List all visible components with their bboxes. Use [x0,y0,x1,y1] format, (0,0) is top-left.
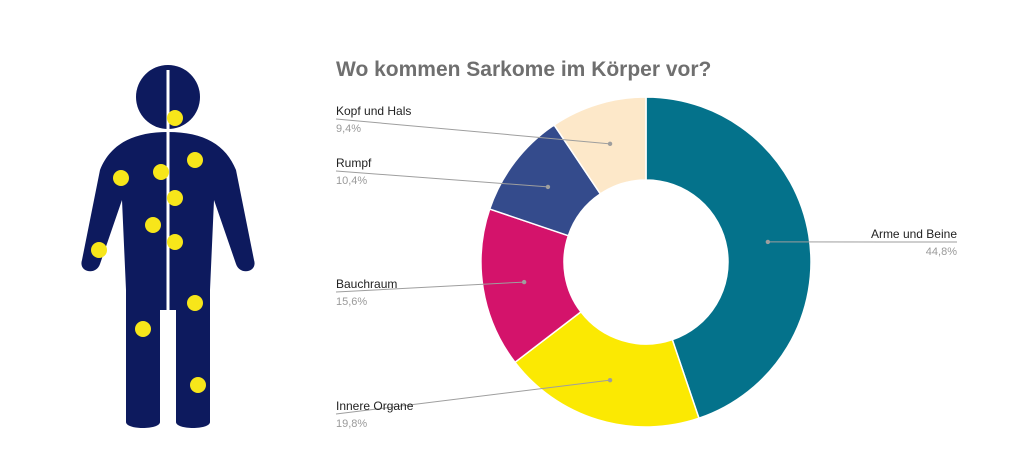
slice-bauchraum [480,208,582,364]
tumor-dot [167,190,183,206]
slice-value-arme-und-beine: 44,8% [926,246,957,258]
slice-value-kopf-und-hals: 9,4% [336,123,361,135]
slice-labels: Arme und Beine 44,8% Innere Organe 19,8% Bau… [336,104,957,430]
tumor-dot [167,234,183,250]
leader-dot-arme-und-beine [765,239,771,245]
slice-label-rumpf: Rumpf [336,156,372,170]
human-figure-illustration [81,65,255,430]
slice-label-bauchraum: Bauchraum [336,277,397,291]
slice-innere-organe [513,310,700,428]
leader-line-rumpf [335,170,548,188]
tumor-dot [91,242,107,258]
leader-line-kopf-und-hals [335,118,611,145]
leader-dot-rumpf [545,184,551,190]
tumor-dot [190,377,206,393]
label-leader-lines [335,118,958,415]
tumor-dot [153,164,169,180]
leader-line-bauchraum [335,281,525,293]
leader-dot-kopf-und-hals [607,141,613,147]
donut-slices [480,96,812,428]
slice-arme-und-beine [645,96,812,420]
tumor-dot [187,295,203,311]
slice-kopf-und-hals [553,96,647,195]
leader-dot-innere-organe [607,377,613,383]
slice-value-rumpf: 10,4% [336,175,367,187]
slice-label-kopf-und-hals: Kopf und Hals [336,104,411,118]
leader-line-innere-organe [335,379,611,415]
slice-value-bauchraum: 15,6% [336,296,367,308]
chart-title: Wo kommen Sarkome im Körper vor? [336,58,712,81]
leader-dot-bauchraum [521,279,527,285]
tumor-dot [135,321,151,337]
tumor-dot [187,152,203,168]
tumor-dot [113,170,129,186]
tumor-dots [91,110,206,393]
tumor-dot [145,217,161,233]
slice-label-arme-und-beine: Arme und Beine [871,227,957,241]
tumor-dot [167,110,183,126]
slice-label-innere-organe: Innere Organe [336,399,414,413]
slice-value-innere-organe: 19,8% [336,418,367,430]
